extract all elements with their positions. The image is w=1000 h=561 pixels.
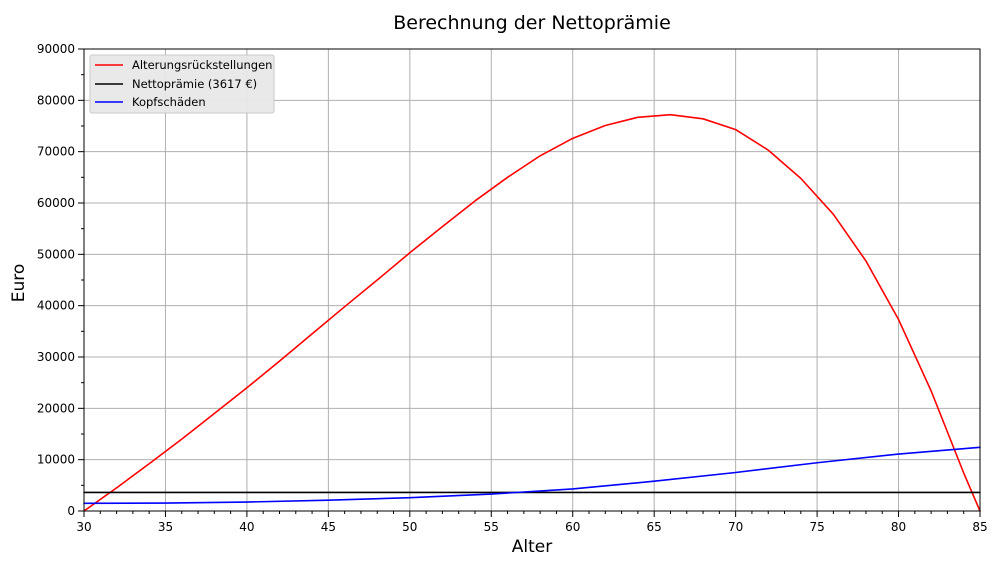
x-tick-label: 80 [891, 520, 906, 534]
x-tick-label: 45 [321, 520, 336, 534]
y-tick-label: 30000 [37, 350, 75, 364]
y-tick-label: 20000 [37, 401, 75, 415]
legend-label-kopfschaeden: Kopfschäden [132, 95, 206, 109]
legend-entry-nettopraemie: Nettoprämie (3617 €) [95, 77, 257, 91]
y-tick-label: 10000 [37, 453, 75, 467]
series-alterungsrueckstellungen-line [83, 113, 981, 512]
legend-entry-alterungsrueckstellungen: Alterungsrückstellungen [95, 58, 272, 72]
legend-box [89, 54, 275, 114]
y-tick-label: 60000 [37, 196, 75, 210]
y-tick-label: 50000 [37, 247, 75, 261]
x-tick-label: 40 [239, 520, 254, 534]
x-tick-label: 65 [647, 520, 662, 534]
x-tick-label: 35 [158, 520, 173, 534]
series-kopfschaeden-line [83, 446, 981, 505]
legend-label-alterungsrueckstellungen: Alterungsrückstellungen [132, 58, 272, 72]
y-tick-label: 70000 [37, 145, 75, 159]
x-tick-label: 60 [565, 520, 580, 534]
y-tick-label: 40000 [37, 299, 75, 313]
legend-label-nettopraemie: Nettoprämie (3617 €) [132, 77, 257, 91]
x-tick-label: 75 [809, 520, 824, 534]
legend-entry-kopfschaeden: Kopfschäden [95, 95, 206, 109]
series-layer [83, 113, 981, 512]
x-tick-label: 70 [728, 520, 743, 534]
ticks: 30 35 40 45 50 55 60 65 70 75 80 85 0 10000 20000 30000… [37, 42, 988, 534]
y-tick-label: 0 [67, 504, 75, 518]
x-tick-label: 85 [972, 520, 987, 534]
legend: Alterungsrückstellungen Nettoprämie (361… [89, 54, 275, 114]
chart-title: Berechnung der Nettoprämie [393, 12, 671, 34]
y-tick-label: 90000 [37, 42, 75, 56]
x-tick-label: 55 [484, 520, 499, 534]
y-tick-label: 80000 [37, 93, 75, 107]
x-tick-label: 50 [402, 520, 417, 534]
x-tick-label: 30 [76, 520, 91, 534]
x-axis-label: Alter [512, 537, 552, 557]
y-axis-label: Euro [9, 264, 29, 303]
